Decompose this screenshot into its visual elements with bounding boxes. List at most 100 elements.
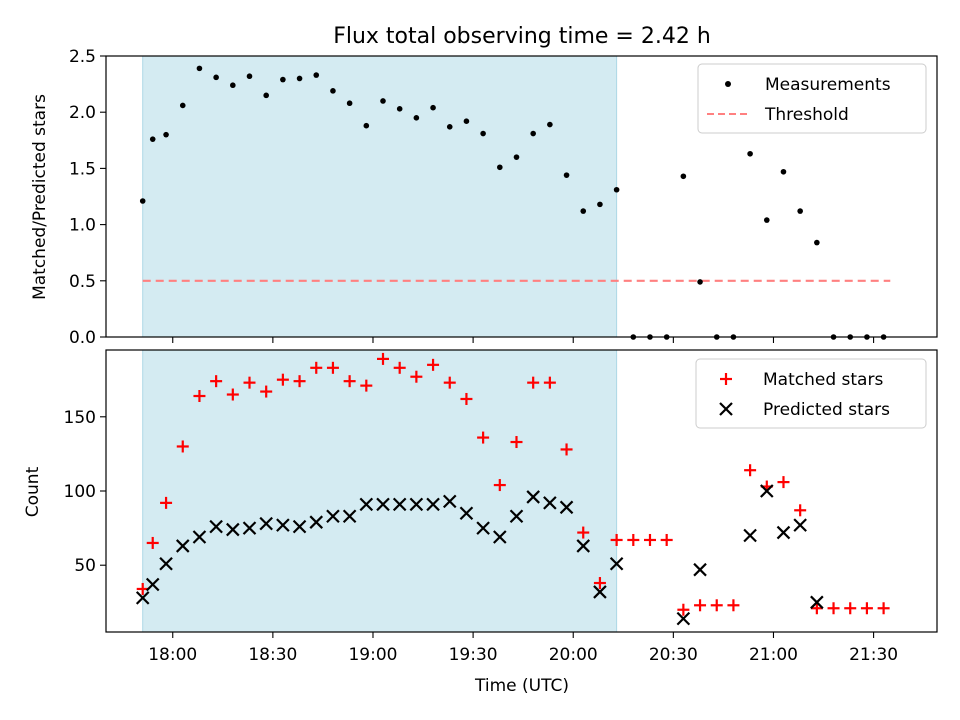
measurement-point bbox=[163, 131, 169, 138]
x-tick-label: 21:00 bbox=[749, 645, 798, 665]
matched-star-point bbox=[146, 536, 159, 549]
top-x-ticks bbox=[172, 337, 875, 343]
matched-star-point bbox=[260, 385, 273, 398]
top-legend: Measurements Threshold bbox=[697, 63, 927, 134]
matched-star-point bbox=[136, 582, 149, 595]
measurement-point bbox=[380, 98, 386, 104]
measurement-point bbox=[330, 88, 336, 94]
measurement-point bbox=[230, 82, 236, 89]
measurement-point bbox=[430, 104, 436, 111]
matched-star-point bbox=[744, 464, 757, 477]
predicted-star-point bbox=[192, 530, 207, 544]
legend-measurements-label: Measurements bbox=[765, 75, 891, 95]
x-tick-label: 18:30 bbox=[248, 645, 297, 665]
matched-star-point bbox=[193, 390, 206, 403]
measurement-point bbox=[263, 92, 269, 99]
bottom-y-ticks: 50 100 150 bbox=[64, 408, 106, 576]
matched-star-point bbox=[210, 375, 223, 388]
predicted-star-point bbox=[793, 518, 807, 532]
legend-predicted-label: Predicted stars bbox=[763, 400, 890, 420]
predicted-star-point bbox=[409, 497, 424, 512]
observing-window bbox=[142, 55, 618, 338]
predicted-star-point bbox=[743, 528, 757, 543]
y-tick-label: 150 bbox=[64, 408, 96, 428]
matched-star-point bbox=[493, 479, 506, 492]
matched-star-point bbox=[176, 440, 189, 453]
measurement-point bbox=[246, 73, 253, 80]
measurement-point bbox=[346, 100, 353, 107]
predicted-star-point bbox=[135, 591, 150, 605]
measurement-point bbox=[814, 239, 820, 246]
legend-matched-label: Matched stars bbox=[763, 370, 883, 390]
legend-predicted-marker bbox=[719, 402, 733, 416]
measurement-point bbox=[613, 186, 620, 193]
predicted-star-point bbox=[459, 506, 474, 521]
matched-star-point bbox=[877, 602, 890, 615]
measurement-point bbox=[149, 136, 156, 142]
measurement-point bbox=[396, 106, 403, 112]
matched-star-point bbox=[660, 533, 673, 546]
legend-matched-marker bbox=[720, 373, 732, 385]
matched-star-point bbox=[643, 533, 656, 546]
matched-star-point bbox=[393, 361, 406, 374]
y-tick-label: 1.5 bbox=[69, 159, 96, 179]
legend-threshold-label: Threshold bbox=[764, 105, 849, 125]
predicted-star-point bbox=[292, 519, 307, 534]
y-tick-label: 100 bbox=[64, 482, 96, 502]
measurement-point bbox=[530, 130, 536, 137]
measurement-point bbox=[513, 154, 520, 160]
measurement-point bbox=[139, 198, 146, 204]
matched-star-point bbox=[844, 602, 857, 615]
predicted-star-point bbox=[543, 496, 557, 510]
matched-star-point bbox=[293, 375, 306, 388]
y-tick-label: 0.0 bbox=[69, 328, 96, 348]
predicted-star-point bbox=[693, 562, 707, 577]
measurement-point bbox=[280, 76, 286, 83]
y-tick-label: 0.5 bbox=[69, 272, 96, 292]
observing-window-shade bbox=[142, 349, 618, 633]
matched-star-point bbox=[794, 504, 807, 517]
predicted-star-point bbox=[426, 497, 440, 512]
predicted-star-point bbox=[676, 611, 691, 626]
matched-star-point bbox=[377, 352, 389, 365]
measurement-point bbox=[780, 168, 787, 175]
bottom-panel: 50 100 150 18:00 18:30 19:00 19:30 20:00 20:30 2… bbox=[23, 349, 938, 665]
predicted-star-point bbox=[159, 556, 173, 571]
legend-measurement-marker bbox=[725, 81, 731, 87]
matched-star-point bbox=[627, 533, 640, 546]
predicted-star-point bbox=[776, 525, 791, 540]
predicted-star-point bbox=[209, 519, 223, 534]
predicted-star-point bbox=[609, 556, 624, 571]
observing-window bbox=[142, 349, 618, 633]
bottom-y-axis-label: Count bbox=[23, 466, 43, 517]
observing-window-shade bbox=[142, 55, 618, 338]
matched-star-point bbox=[860, 602, 873, 615]
matched-star-point bbox=[310, 361, 323, 374]
predicted-star-point bbox=[326, 509, 340, 524]
predicted-star-point bbox=[359, 497, 374, 512]
top-panel: 0.0 0.5 1.0 1.5 2.0 2.5 Matched/Predicted sta… bbox=[30, 47, 938, 348]
predicted-star-point bbox=[559, 500, 574, 515]
measurement-point bbox=[497, 164, 503, 171]
predicted-star-point bbox=[593, 585, 607, 599]
x-axis-label: Time (UTC) bbox=[474, 676, 569, 696]
matched-star-point bbox=[543, 376, 556, 389]
top-axes-frame bbox=[105, 55, 938, 338]
predicted-star-point bbox=[526, 490, 540, 504]
predicted-star-point bbox=[175, 539, 190, 553]
measurement-point bbox=[446, 124, 453, 130]
measurement-point bbox=[697, 279, 703, 285]
matched-star-point bbox=[443, 376, 456, 389]
predicted-star-point bbox=[493, 530, 507, 544]
matched-star-point bbox=[727, 599, 740, 612]
measurement-point bbox=[413, 115, 420, 121]
matched-star-point bbox=[160, 496, 173, 509]
matched-star-point bbox=[226, 388, 239, 401]
bottom-legend-box bbox=[695, 358, 927, 429]
x-tick-label: 20:30 bbox=[649, 645, 698, 665]
measurement-point bbox=[580, 208, 587, 214]
matched-star-point bbox=[827, 602, 840, 615]
measurement-point bbox=[563, 172, 570, 178]
matched-star-point bbox=[777, 476, 790, 489]
matched-star-point bbox=[243, 376, 256, 389]
